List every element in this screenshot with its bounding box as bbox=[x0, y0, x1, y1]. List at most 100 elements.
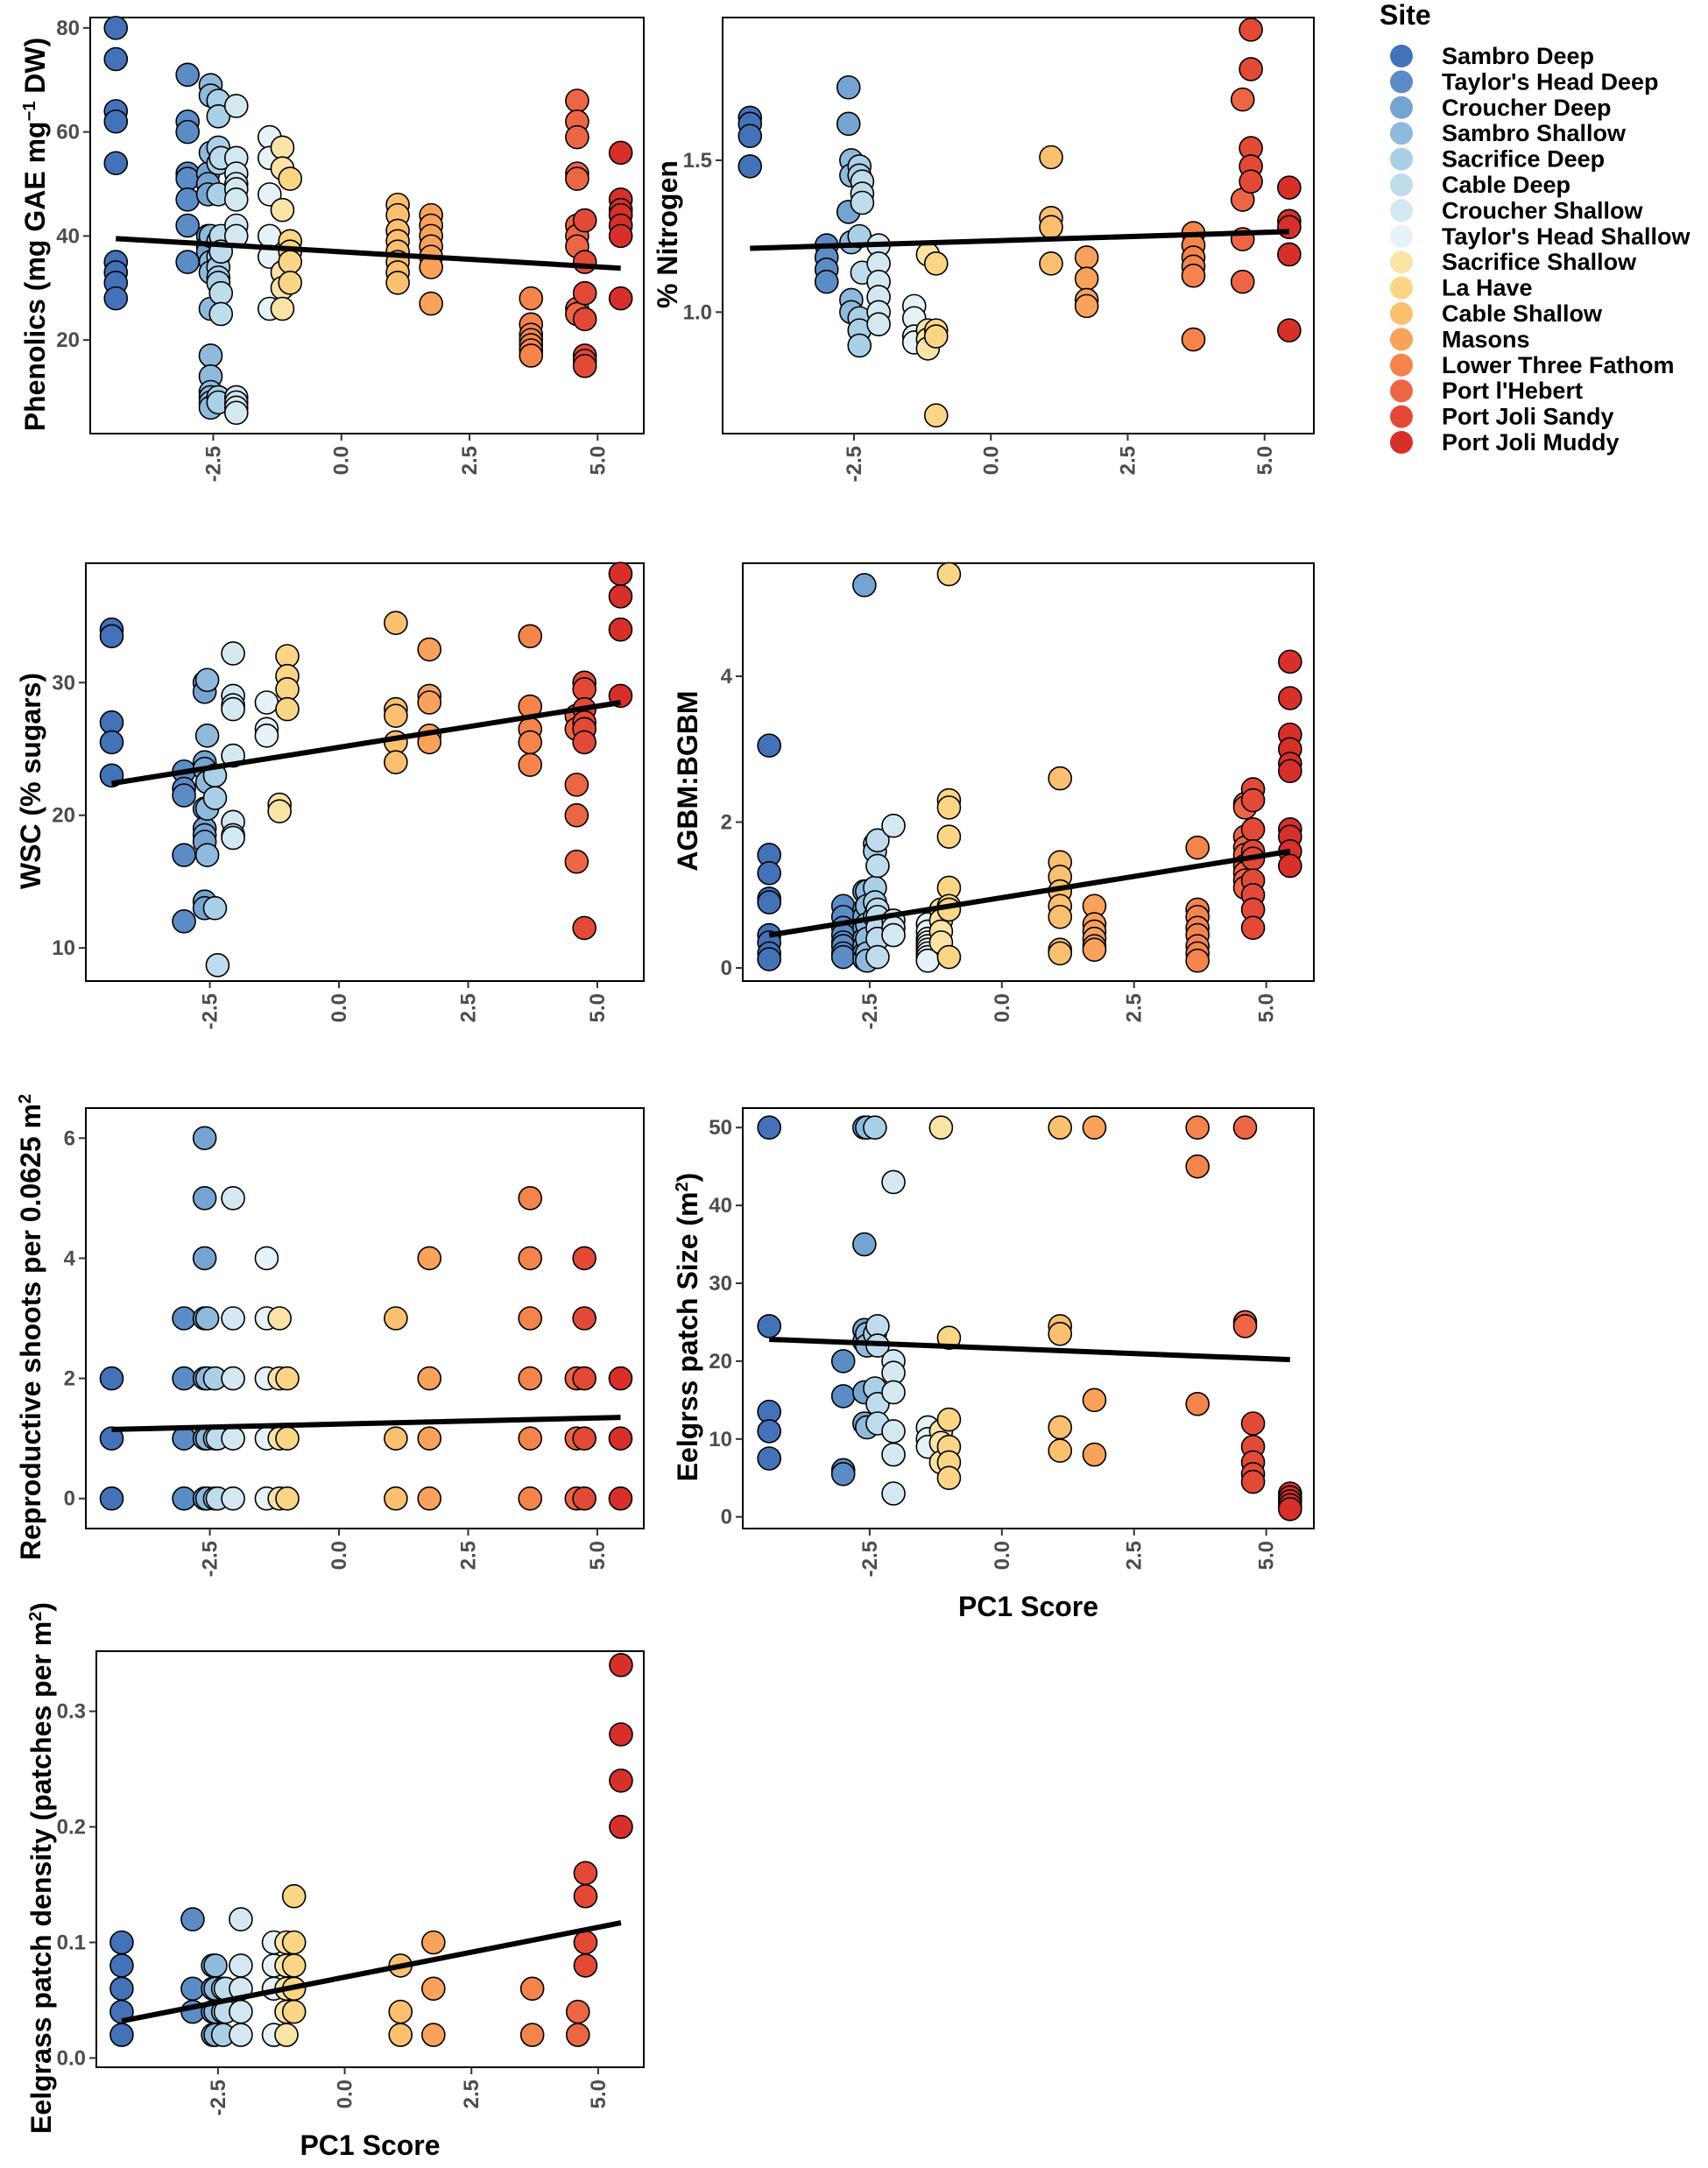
data-point bbox=[572, 1426, 596, 1451]
x-tick-label: 2.5 bbox=[456, 993, 480, 1022]
x-tick-label: -2.5 bbox=[858, 993, 882, 1029]
y-tick-label: 10 bbox=[709, 1428, 732, 1451]
data-point bbox=[1074, 266, 1099, 291]
data-point bbox=[1048, 904, 1073, 929]
legend-label: Sambro Shallow bbox=[1442, 120, 1627, 146]
data-point bbox=[565, 166, 589, 191]
data-point bbox=[573, 1883, 598, 1909]
data-point bbox=[275, 1426, 300, 1451]
data-point bbox=[384, 1426, 408, 1451]
legend-swatch bbox=[1390, 353, 1413, 377]
x-tick-label: -2.5 bbox=[199, 1541, 222, 1577]
data-point bbox=[205, 953, 230, 978]
data-point bbox=[1181, 327, 1206, 352]
data-point bbox=[221, 641, 245, 666]
data-point bbox=[175, 213, 200, 238]
data-point bbox=[573, 1953, 598, 1978]
x-tick-label: -2.5 bbox=[843, 446, 866, 482]
legend-swatch bbox=[1390, 147, 1413, 171]
data-point bbox=[417, 1366, 442, 1391]
data-point bbox=[1278, 759, 1302, 784]
data-point bbox=[194, 667, 220, 693]
data-point bbox=[194, 724, 220, 748]
legend-swatch bbox=[1390, 70, 1413, 94]
data-point bbox=[1074, 293, 1099, 319]
data-point bbox=[1048, 941, 1073, 966]
data-point bbox=[417, 637, 442, 662]
data-point bbox=[936, 1407, 962, 1432]
y-axis-title: Eelgrss patch Size (m2) bbox=[672, 1173, 703, 1482]
data-point bbox=[221, 825, 245, 851]
data-point bbox=[221, 1306, 245, 1331]
data-point bbox=[175, 119, 200, 145]
data-point bbox=[194, 1306, 220, 1331]
data-point bbox=[254, 724, 279, 748]
data-point bbox=[229, 1999, 253, 2024]
y-tick-label: 1.0 bbox=[683, 300, 712, 324]
y-tick-label: 4 bbox=[721, 665, 733, 689]
legend-swatch bbox=[1390, 122, 1413, 145]
data-point bbox=[757, 733, 781, 758]
trend-line bbox=[121, 1920, 622, 2024]
legend-label: Lower Three Fathom bbox=[1442, 352, 1675, 378]
data-point bbox=[572, 208, 597, 233]
data-point bbox=[936, 824, 962, 849]
y-tick-label: 0.1 bbox=[57, 1931, 86, 1955]
data-point bbox=[572, 1366, 596, 1391]
data-point bbox=[608, 584, 633, 609]
data-point bbox=[1239, 18, 1263, 42]
data-point bbox=[1185, 1154, 1210, 1179]
legend-swatch bbox=[1390, 251, 1413, 274]
data-point bbox=[757, 860, 781, 886]
data-point bbox=[518, 1426, 543, 1451]
y-tick-label: 2 bbox=[721, 811, 732, 835]
data-point bbox=[1185, 835, 1210, 860]
data-point bbox=[757, 1314, 781, 1338]
data-point bbox=[608, 1426, 633, 1451]
data-point bbox=[1278, 853, 1302, 879]
data-point bbox=[270, 296, 295, 321]
data-point bbox=[865, 944, 890, 970]
data-point bbox=[865, 828, 890, 853]
y-axis-title: WSC (% sugars) bbox=[15, 673, 46, 889]
data-point bbox=[865, 853, 890, 879]
data-point bbox=[270, 135, 295, 160]
data-point bbox=[175, 187, 200, 212]
legend-label: La Have bbox=[1442, 275, 1533, 301]
data-point bbox=[1240, 1411, 1266, 1436]
data-point bbox=[609, 1722, 633, 1747]
chart-nitrogen: 1.0 1.5 -2.5 0.0 2.5 5.0 % Nitrogen bbox=[652, 17, 1315, 482]
data-point bbox=[194, 843, 220, 867]
data-point bbox=[572, 915, 596, 941]
data-point bbox=[863, 1115, 887, 1140]
data-point bbox=[103, 16, 129, 40]
data-point bbox=[1278, 686, 1302, 710]
x-tick-label: 5.0 bbox=[1255, 993, 1279, 1022]
data-point bbox=[757, 1419, 781, 1444]
data-point bbox=[1185, 948, 1210, 973]
data-point bbox=[1181, 263, 1206, 288]
data-point bbox=[275, 1486, 300, 1511]
legend-swatch bbox=[1390, 199, 1413, 222]
chart-phenolics: 20 40 60 80 -2.5 0.0 2.5 5.0 Phenolics (mg GAE m… bbox=[19, 16, 645, 482]
data-point bbox=[192, 1186, 217, 1211]
data-point bbox=[221, 1486, 245, 1511]
x-tick-label: 2.5 bbox=[1123, 1541, 1147, 1570]
x-tick-label: -2.5 bbox=[199, 993, 222, 1029]
y-axis-title: Eelgrass patch density (patches per m2) bbox=[25, 1602, 57, 2134]
data-point bbox=[757, 1446, 781, 1471]
data-point bbox=[518, 730, 543, 755]
data-point bbox=[564, 773, 589, 797]
data-point bbox=[223, 94, 249, 118]
y-tick-label: 10 bbox=[52, 936, 75, 960]
y-tick-label: 0.2 bbox=[57, 1816, 86, 1840]
legend-label: Taylor's Head Shallow bbox=[1442, 223, 1690, 250]
data-point bbox=[565, 1999, 590, 2024]
data-point bbox=[275, 1366, 300, 1391]
x-tick-label: 5.0 bbox=[1253, 446, 1277, 475]
legend-title: Site bbox=[1380, 0, 1431, 31]
data-point bbox=[175, 250, 200, 274]
data-point bbox=[1240, 1469, 1266, 1494]
legend-label: Port l'Hebert bbox=[1442, 378, 1583, 404]
y-tick-label: 30 bbox=[52, 671, 75, 695]
